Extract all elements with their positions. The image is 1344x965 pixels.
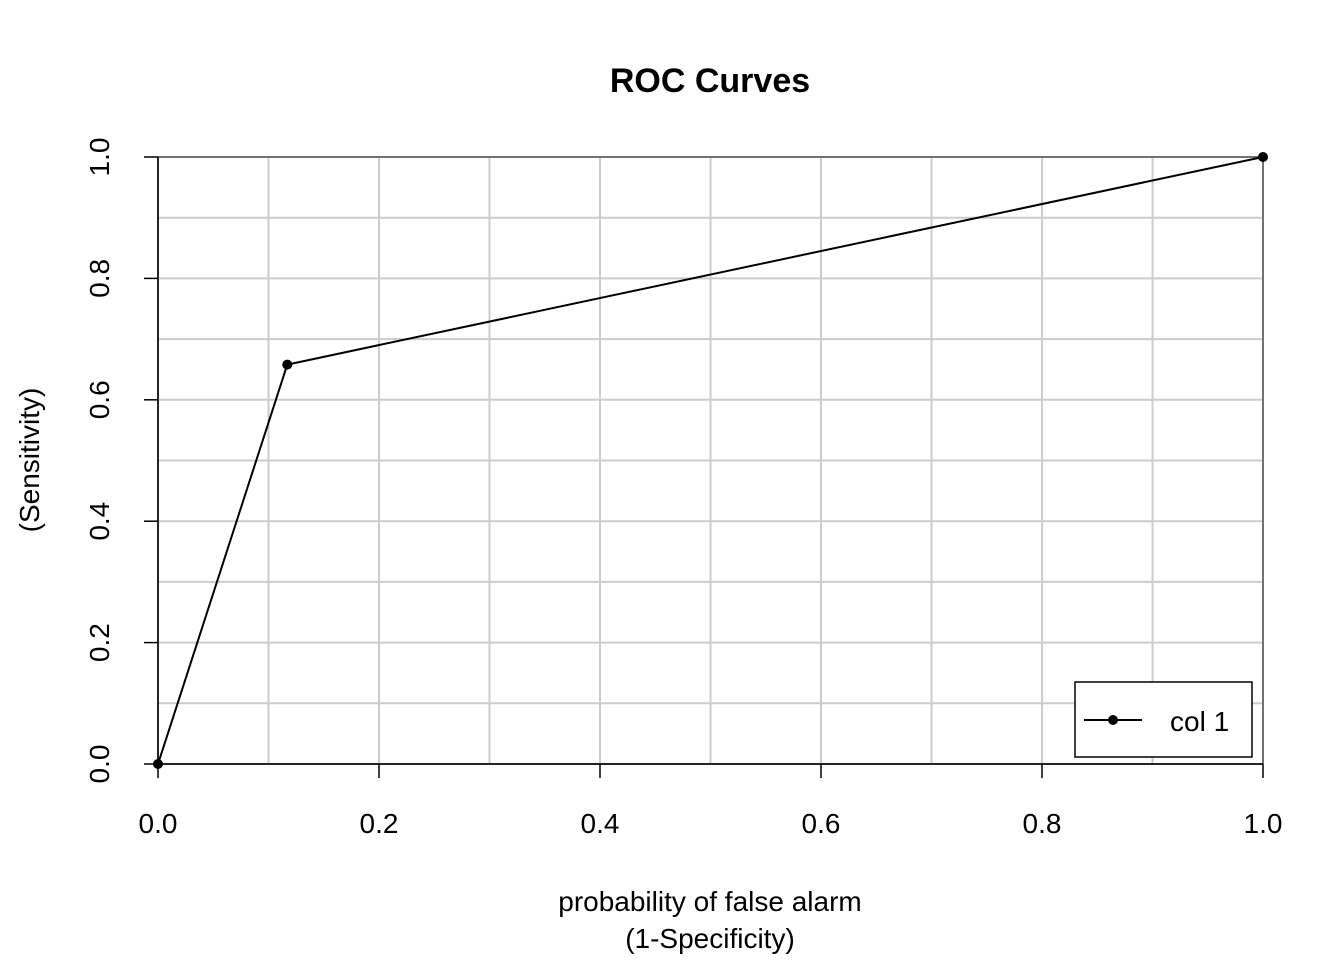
x-tick-label: 0.0: [139, 808, 178, 839]
series: [153, 152, 1268, 769]
x-axis-label-line1: probability of false alarm: [558, 886, 861, 917]
legend-label: col 1: [1170, 706, 1229, 737]
y-tick-label: 0.4: [84, 502, 115, 541]
data-point: [153, 759, 163, 769]
data-point: [282, 359, 293, 370]
legend: col 1: [1074, 681, 1253, 758]
y-tick-label: 1.0: [84, 138, 115, 177]
x-tick-label: 0.4: [581, 808, 620, 839]
x-tick-label: 1.0: [1244, 808, 1283, 839]
y-axis-label: (Sensitivity): [14, 388, 45, 533]
y-tick-label: 0.8: [84, 259, 115, 298]
y-tick-label: 0.6: [84, 380, 115, 419]
chart-title: ROC Curves: [610, 62, 810, 100]
x-tick-label: 0.6: [802, 808, 841, 839]
x-axis-label-line2: (1-Specificity): [625, 923, 795, 954]
legend-marker: [1108, 715, 1118, 725]
x-tick-label: 0.8: [1023, 808, 1062, 839]
axes: 0.0 0.2 0.4 0.6 0.8 1.0 0.0 0.2 0.4 0.6 0.8 1.0: [84, 138, 1282, 839]
x-tick-label: 0.2: [360, 808, 399, 839]
grid: [157, 156, 1264, 765]
y-tick-label: 0.2: [84, 623, 115, 662]
data-point: [1258, 152, 1268, 162]
y-tick-label: 0.0: [84, 745, 115, 784]
